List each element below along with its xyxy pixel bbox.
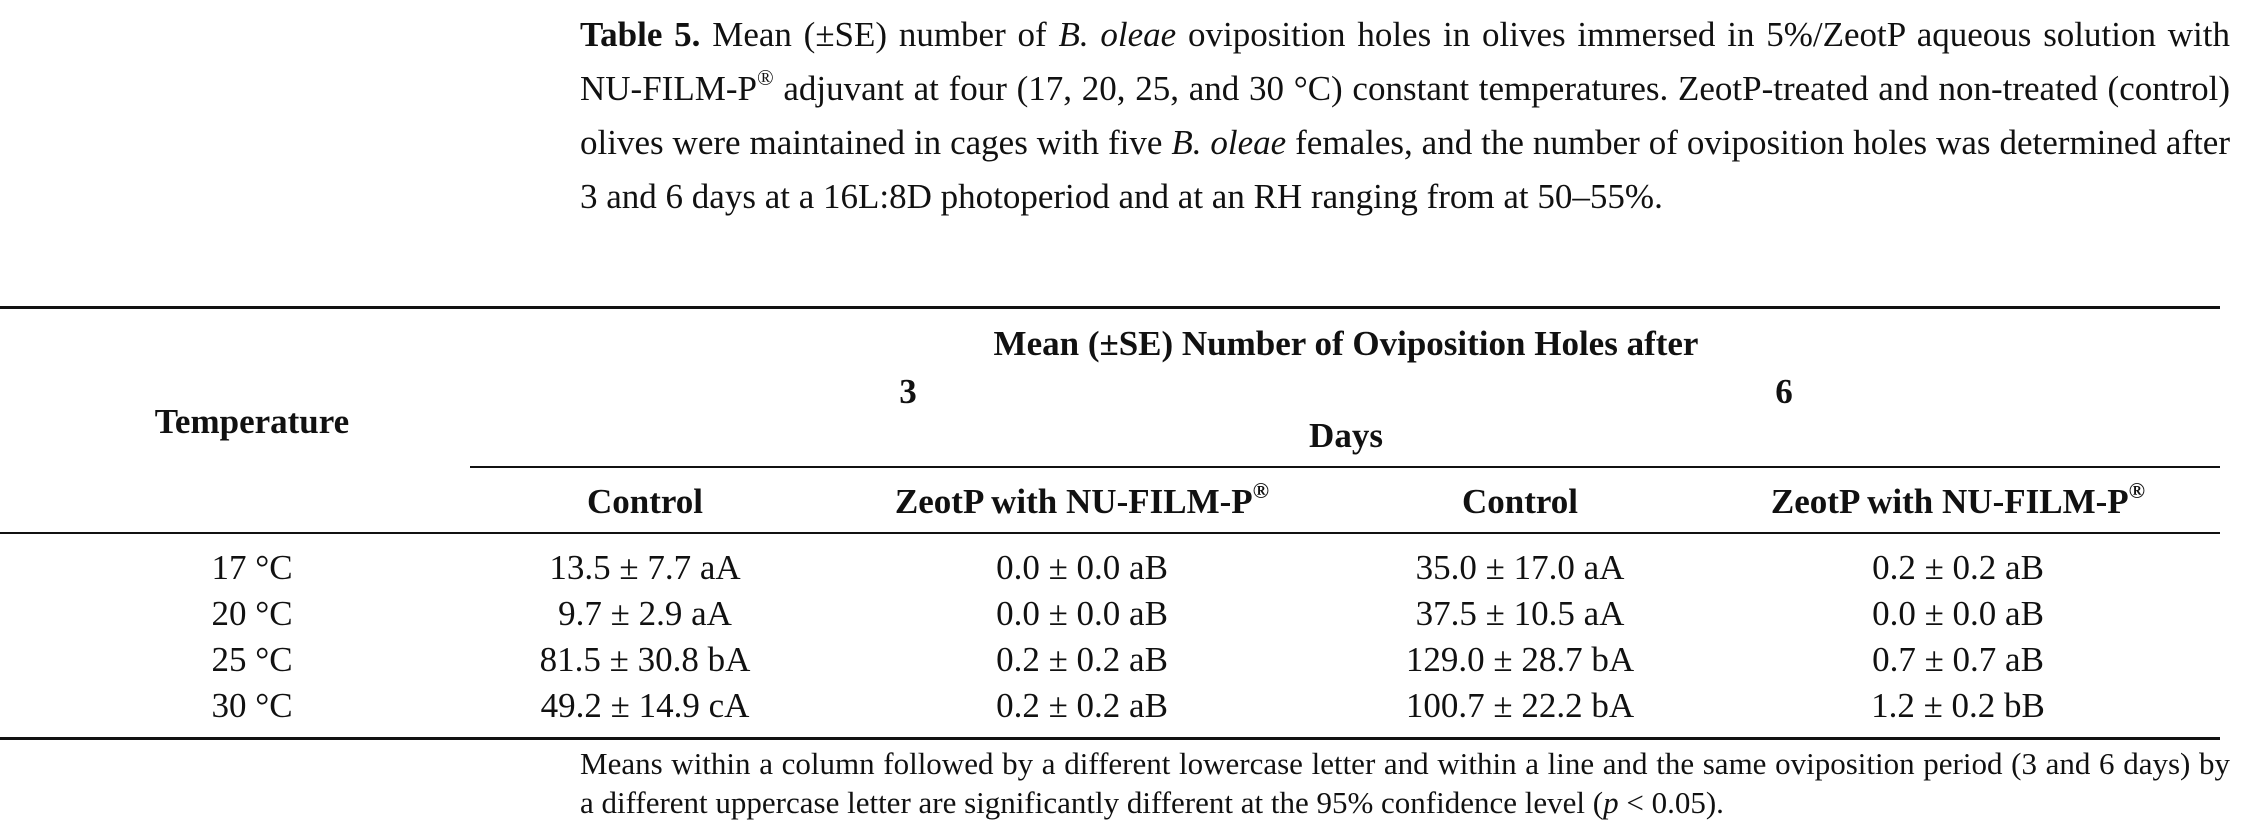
header-bottom-rule (0, 532, 2220, 534)
footnote-text: Means within a column followed by a diff… (580, 746, 2230, 820)
cell-zeotp-6: 1.2 ± 0.2 bB (1871, 686, 2045, 725)
registered-mark: ® (756, 65, 774, 90)
days-3-header: 3 (899, 372, 917, 411)
footnote-p-symbol: p (1603, 785, 1619, 820)
cell-temperature: 20 °C (211, 594, 293, 633)
registered-mark: ® (2128, 478, 2146, 503)
cell-control-6: 129.0 ± 28.7 bA (1405, 640, 1635, 679)
caption-text: adjuvant at four (17, 20, 25, and 30 °C)… (580, 69, 2230, 162)
footnote-text: < 0.05). (1618, 785, 1724, 820)
cell-temperature: 17 °C (211, 548, 293, 587)
cell-zeotp-3: 0.2 ± 0.2 aB (996, 640, 1168, 679)
column-header-zeotp-6: ZeotP with NU-FILM-P® (1770, 478, 2146, 522)
caption-label: Table 5. (580, 15, 701, 54)
caption-text: Mean (±SE) number of (700, 15, 1059, 54)
cell-zeotp-6: 0.0 ± 0.0 aB (1872, 594, 2044, 633)
days-6-header: 6 (1775, 372, 1793, 411)
column-header-control-3: Control (586, 482, 704, 521)
table-bottom-rule (0, 737, 2220, 740)
cell-zeotp-3: 0.0 ± 0.0 aB (996, 594, 1168, 633)
cell-control-3: 49.2 ± 14.9 cA (540, 686, 750, 725)
days-label: Days (1309, 416, 1383, 455)
group-header: Mean (±SE) Number of Oviposition Holes a… (993, 324, 1699, 363)
column-header-zeotp-3: ZeotP with NU-FILM-P® (894, 478, 1270, 522)
cell-zeotp-6: 0.2 ± 0.2 aB (1872, 548, 2044, 587)
cell-control-3: 81.5 ± 30.8 bA (539, 640, 751, 679)
caption-species: B. oleae (1171, 123, 1287, 162)
cell-zeotp-3: 0.0 ± 0.0 aB (996, 548, 1168, 587)
table-footnote: Means within a column followed by a diff… (580, 744, 2230, 822)
cell-control-6: 35.0 ± 17.0 aA (1415, 548, 1625, 587)
caption-text: oviposition holes in olives immersed in … (580, 15, 2230, 108)
cell-zeotp-3: 0.2 ± 0.2 aB (996, 686, 1168, 725)
column-header-control-6: Control (1461, 482, 1579, 521)
subheader-rule (470, 466, 2220, 468)
cell-temperature: 30 °C (211, 686, 293, 725)
temperature-header: Temperature (154, 402, 350, 441)
cell-control-6: 37.5 ± 10.5 aA (1415, 594, 1625, 633)
table-caption: Table 5. Mean (±SE) number of B. oleae o… (580, 8, 2230, 224)
cell-control-3: 9.7 ± 2.9 aA (558, 594, 732, 633)
caption-species: B. oleae (1058, 15, 1177, 54)
cell-temperature: 25 °C (211, 640, 293, 679)
table-top-rule (0, 306, 2220, 309)
cell-control-3: 13.5 ± 7.7 aA (549, 548, 741, 587)
registered-mark: ® (1252, 478, 1270, 503)
caption-text: females, and the number of oviposition h… (580, 123, 2230, 216)
cell-control-6: 100.7 ± 22.2 bA (1405, 686, 1635, 725)
cell-zeotp-6: 0.7 ± 0.7 aB (1872, 640, 2044, 679)
